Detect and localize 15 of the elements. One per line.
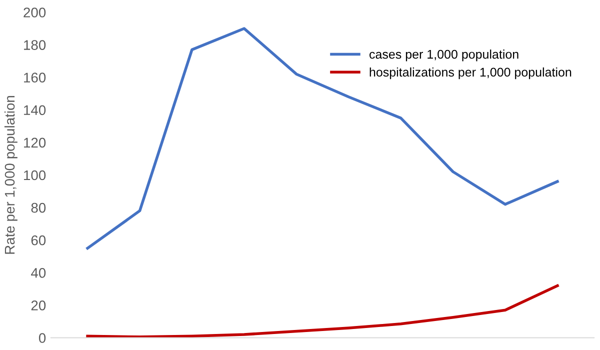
legend-label: cases per 1,000 population [370,50,518,62]
y-tick-label: 60 [31,235,46,246]
y-tick-label: 20 [31,300,46,310]
y-axis-title: Rate per 1,000 population [4,96,18,254]
y-tick-label: 140 [24,105,46,116]
legend-label: hospitalizations per 1,000 population [370,67,572,80]
y-tick-label: 100 [24,170,46,180]
line-series [86,284,559,338]
y-tick-label: 160 [24,72,46,83]
y-tick-label: 40 [31,268,46,278]
y-tick-label: 180 [24,40,46,50]
y-tick-label: 80 [31,202,46,213]
y-tick-label: 0 [38,333,46,343]
y-tick-label: 120 [24,138,46,148]
y-tick-label: 200 [24,8,46,18]
